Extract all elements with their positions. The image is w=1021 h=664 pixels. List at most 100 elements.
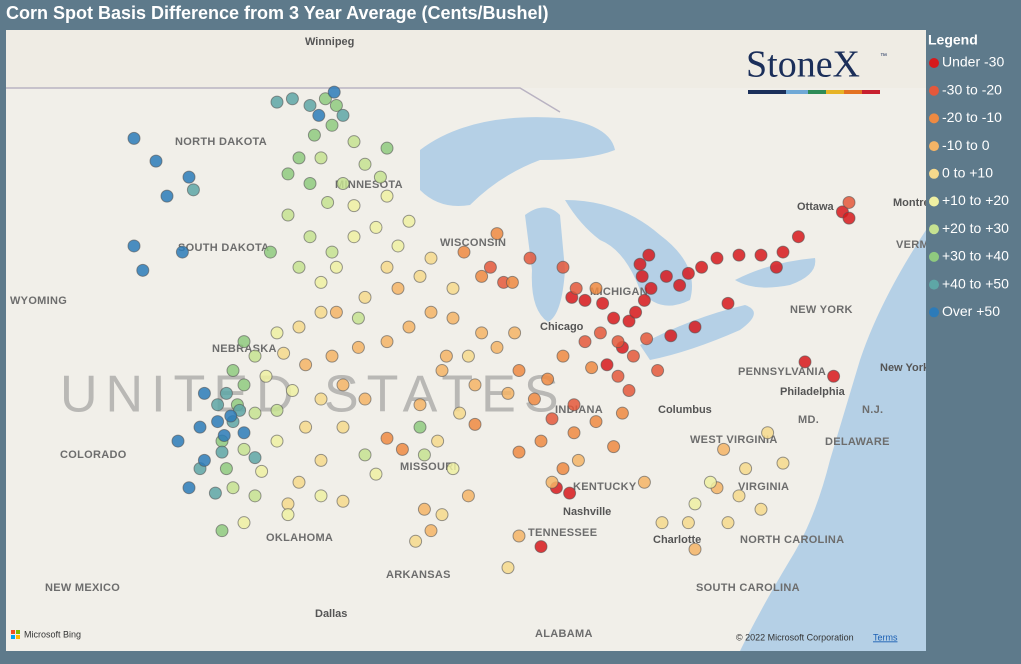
- point: [655, 516, 669, 530]
- point: [237, 442, 251, 456]
- point: [292, 475, 306, 489]
- point: [446, 311, 460, 325]
- map-label: Winnipeg: [305, 36, 354, 48]
- legend-swatch: [929, 113, 939, 124]
- point: [468, 378, 482, 392]
- point: [611, 335, 625, 349]
- point: [754, 502, 768, 516]
- map-label: Chicago: [540, 321, 584, 333]
- point: [259, 369, 273, 383]
- map-label: WEST VIRGINIA: [690, 434, 778, 446]
- points: [127, 85, 856, 575]
- point: [318, 92, 332, 106]
- legend-title: Legend: [928, 32, 978, 48]
- map-label: Nashville: [563, 506, 611, 518]
- point: [211, 398, 225, 412]
- map-label: N.J.: [862, 404, 883, 416]
- point: [640, 332, 654, 346]
- point: [127, 239, 141, 253]
- point: [681, 266, 695, 280]
- point: [776, 456, 790, 470]
- point: [545, 475, 559, 489]
- point: [673, 278, 687, 292]
- point: [373, 170, 387, 184]
- point: [629, 305, 643, 319]
- point: [556, 349, 570, 363]
- point: [769, 260, 783, 274]
- point: [369, 467, 383, 481]
- terms-link[interactable]: Terms: [873, 632, 898, 642]
- legend-swatch: [929, 251, 939, 262]
- point: [501, 386, 515, 400]
- point: [446, 462, 460, 476]
- point: [380, 189, 394, 203]
- title: Corn Spot Basis Difference from 3 Year A…: [6, 3, 549, 23]
- point: [490, 340, 504, 354]
- lake-huron: [565, 200, 692, 306]
- map-label: INDIANA: [555, 404, 603, 416]
- point: [281, 167, 295, 181]
- map-label: Ottawa: [797, 201, 835, 213]
- point: [395, 442, 409, 456]
- point: [642, 248, 656, 262]
- point: [347, 199, 361, 213]
- lake-superior: [420, 117, 615, 206]
- point: [281, 497, 295, 511]
- point: [270, 95, 284, 109]
- point: [347, 230, 361, 244]
- point: [248, 451, 262, 465]
- logo-stripe: [826, 90, 844, 94]
- point: [475, 326, 489, 340]
- point: [534, 434, 548, 448]
- map-label: New York: [880, 362, 930, 374]
- point: [336, 494, 350, 508]
- point: [270, 403, 284, 417]
- point: [589, 415, 603, 429]
- legend-swatch: [929, 279, 939, 290]
- point: [567, 426, 581, 440]
- map-label: UNITED STATES: [60, 366, 567, 424]
- point: [208, 486, 222, 500]
- point: [688, 320, 702, 334]
- map-label: Philadelphia: [780, 386, 846, 398]
- point: [721, 296, 735, 310]
- bing-square: [16, 635, 20, 639]
- map-label: TENNESSEE: [528, 527, 597, 539]
- legend-swatch: [929, 85, 939, 96]
- point: [127, 131, 141, 145]
- point: [413, 269, 427, 283]
- point: [842, 195, 856, 209]
- point: [754, 248, 768, 262]
- legend-label: +20 to +30: [942, 220, 1009, 236]
- point: [160, 189, 174, 203]
- point: [186, 183, 200, 197]
- point: [688, 497, 702, 511]
- point: [534, 540, 548, 554]
- point: [637, 475, 651, 489]
- bing-square: [16, 630, 20, 634]
- point: [237, 335, 251, 349]
- point: [791, 230, 805, 244]
- point: [600, 358, 614, 372]
- point: [710, 251, 724, 265]
- map-label: NEW YORK: [790, 304, 853, 316]
- point: [585, 361, 599, 375]
- point: [556, 462, 570, 476]
- legend-swatch: [929, 224, 939, 235]
- legend-label: +10 to +20: [942, 192, 1009, 208]
- point: [299, 358, 313, 372]
- point: [193, 420, 207, 434]
- point: [303, 230, 317, 244]
- point: [358, 157, 372, 171]
- point: [424, 251, 438, 265]
- point: [681, 516, 695, 530]
- point: [659, 269, 673, 283]
- point: [842, 211, 856, 225]
- point: [417, 502, 431, 516]
- point: [292, 151, 306, 165]
- legend-swatch: [929, 141, 939, 152]
- point: [314, 392, 328, 406]
- point: [219, 386, 233, 400]
- point: [312, 108, 326, 122]
